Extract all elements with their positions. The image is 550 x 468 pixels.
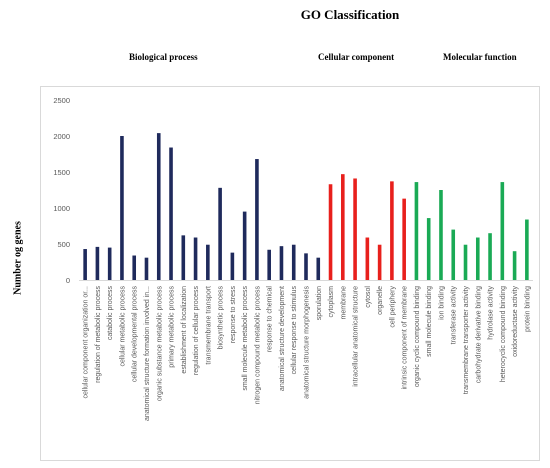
chart-area: 0 500 1000 1500 2000 2500 cellular component o… <box>40 86 540 461</box>
bar <box>402 198 406 280</box>
bar <box>291 244 296 280</box>
bar <box>120 136 124 280</box>
x-tick-label: cytosol <box>365 286 372 308</box>
x-tick-label: heterocyclic compound binding <box>500 286 507 382</box>
bar <box>156 133 161 280</box>
bar <box>255 159 259 280</box>
bar-chart: 0 500 1000 1500 2000 2500 cellular component o… <box>53 96 533 421</box>
group-label-molecular-function: Molecular function <box>443 52 517 62</box>
x-tick-label: sporulation <box>316 286 323 320</box>
x-tick-label: membrane <box>340 286 347 320</box>
x-tick-label: oxidoreductase activity <box>512 286 519 357</box>
x-tick-label: cellular component organization or... <box>83 286 90 399</box>
x-tick-label: transferase activity <box>451 286 458 345</box>
bar <box>365 237 370 280</box>
y-axis-label: Number og genes <box>12 221 24 295</box>
bar <box>500 182 505 280</box>
bar <box>242 211 247 280</box>
y-tick-label: 1500 <box>53 168 70 177</box>
bar <box>169 147 173 280</box>
x-tick-label: anatomical structure morphogenesis <box>304 286 311 399</box>
bar <box>267 249 271 280</box>
x-tick-label: anatomical structure formation involved … <box>144 286 151 421</box>
x-tick-label: catabolic process <box>107 286 114 341</box>
x-tick-label: carbohydrate derivative binding <box>475 286 482 383</box>
bar <box>377 244 382 280</box>
bar <box>316 257 321 280</box>
bar <box>512 251 517 280</box>
x-tick-label: protein binding <box>524 286 531 332</box>
x-tick-label: transmembrane transport <box>205 286 212 365</box>
bar <box>451 229 456 280</box>
bar <box>218 187 222 280</box>
x-tick-label: organic cyclic compound binding <box>414 286 421 387</box>
bar <box>83 249 87 280</box>
bar <box>525 219 529 280</box>
y-tick-label: 2000 <box>53 132 70 141</box>
x-tick-label: anatomical structure development <box>279 286 286 391</box>
chart-title: GO Classification <box>300 7 400 22</box>
x-tick-label: organic substance metabolic process <box>156 286 163 402</box>
bar <box>341 174 345 280</box>
bar <box>390 181 394 280</box>
x-tick-label: cellular response to stimulus <box>291 286 298 375</box>
x-tick-label: intrinsic component of membrane <box>402 286 409 390</box>
y-tick-label: 2500 <box>53 96 70 105</box>
group-label-biological-process: Biological process <box>129 52 198 62</box>
x-tick-label: cell periphery <box>389 286 396 328</box>
x-tick-label: small molecule binding <box>426 286 433 357</box>
x-tick-label: hydrolase activity <box>488 286 495 340</box>
bar <box>304 253 308 280</box>
bar <box>206 244 210 280</box>
x-tick-label: transmembrane transporter activity <box>463 286 470 395</box>
x-tick-label: establishment of localization <box>181 286 188 374</box>
x-tick-label: ion binding <box>438 286 445 320</box>
y-tick-label: 0 <box>66 276 70 285</box>
x-tick-label: regulation of cellular process <box>193 286 200 376</box>
x-tick-label: cellular developmental process <box>132 286 139 383</box>
y-tick-label: 1000 <box>53 204 70 213</box>
bar <box>475 237 480 280</box>
bar <box>353 178 357 280</box>
bar <box>488 233 492 280</box>
bar <box>181 235 186 280</box>
x-tick-label: biosynthetic process <box>218 286 225 350</box>
group-label-cellular-component: Cellular component <box>318 52 395 62</box>
x-tick-label: small molecule metabolic process <box>242 286 249 391</box>
x-tick-label: response to chemical <box>267 286 274 353</box>
bar <box>426 218 431 280</box>
bar <box>439 190 443 280</box>
bar <box>144 257 149 280</box>
bar <box>107 247 112 280</box>
bar <box>230 252 235 280</box>
bar <box>328 184 333 280</box>
x-tick-label: cytoplasm <box>328 286 335 318</box>
bar <box>463 244 468 280</box>
bar <box>279 246 284 280</box>
x-tick-label: primary metabolic process <box>169 286 176 368</box>
x-tick-label: response to stress <box>230 286 237 344</box>
bar <box>132 255 137 280</box>
x-tick-label: nitrogen compound metabolic process <box>254 286 261 405</box>
y-tick-label: 500 <box>57 240 70 249</box>
bar <box>95 246 100 280</box>
x-tick-label: regulation of metabolic process <box>95 286 102 383</box>
x-tick-label: organelle <box>377 286 384 315</box>
bar <box>193 237 198 280</box>
x-tick-label: cellular metabolic process <box>119 286 126 367</box>
x-tick-label: intracellular anatomical structure <box>353 286 360 387</box>
bar <box>414 182 419 280</box>
